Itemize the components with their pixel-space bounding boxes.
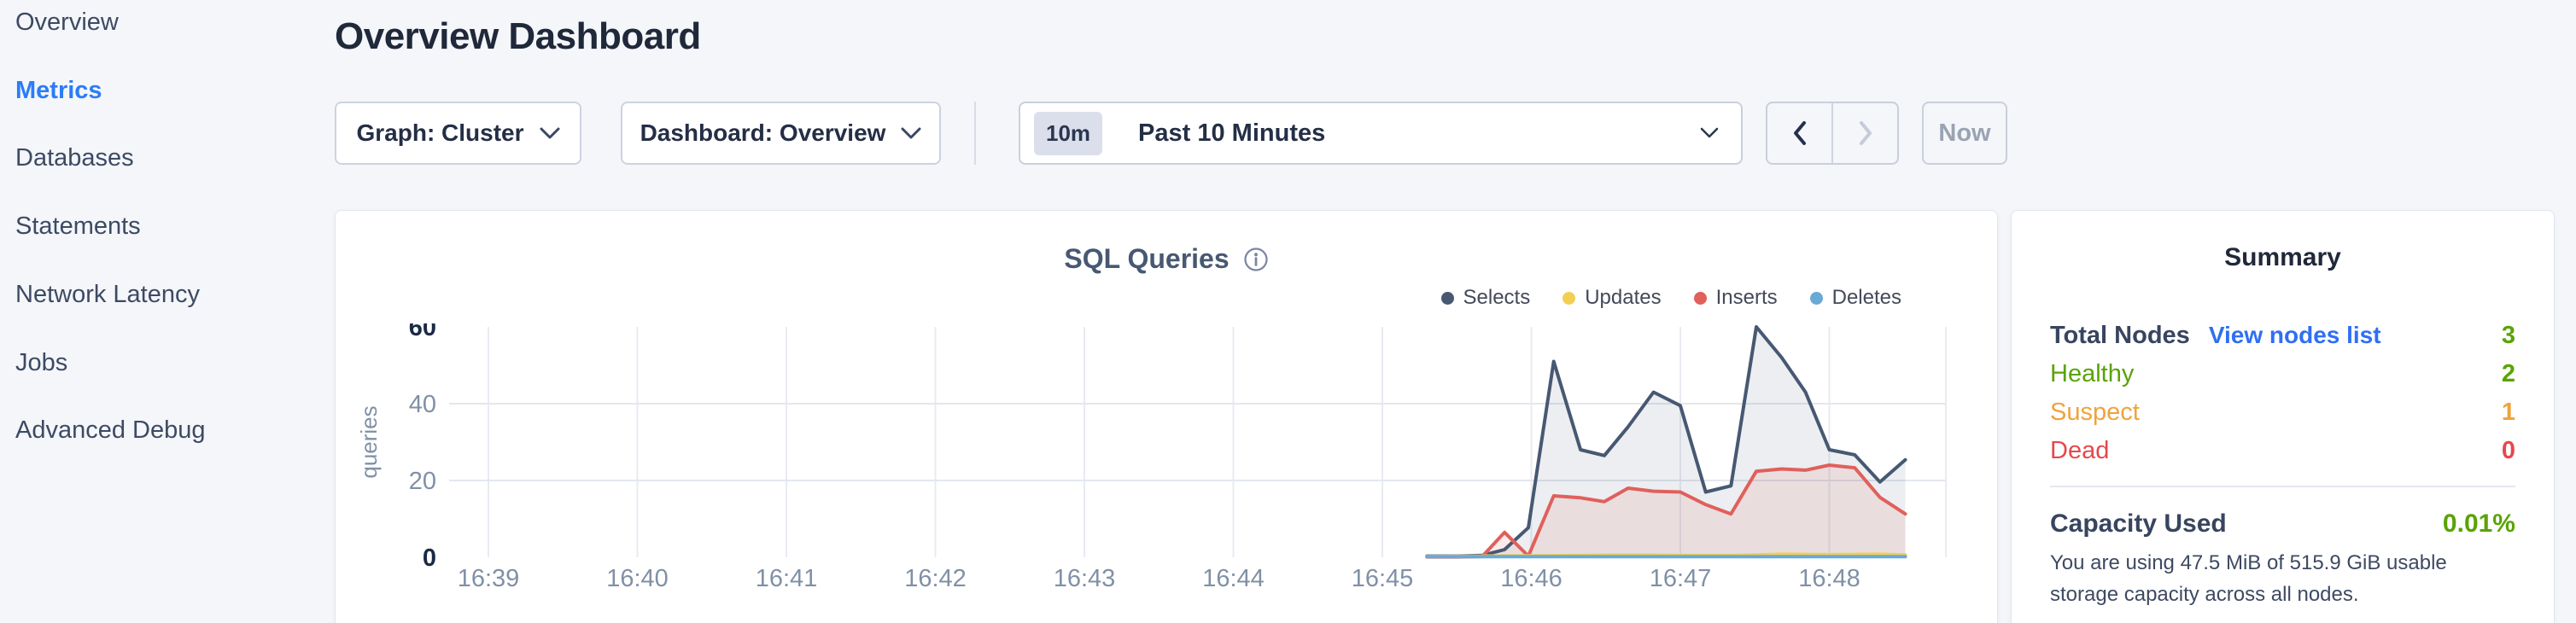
- total-nodes-value: 3: [2501, 322, 2515, 349]
- sidebar-item-jobs[interactable]: Jobs: [15, 348, 68, 376]
- time-range-label: Past 10 Minutes: [1138, 119, 1326, 147]
- now-button-label: Now: [1938, 119, 1991, 147]
- legend-item-deletes[interactable]: Deletes: [1809, 286, 1901, 310]
- toolbar-divider: [974, 102, 976, 165]
- chart-title: SQL Queries: [1064, 243, 1230, 274]
- now-button[interactable]: Now: [1922, 102, 2007, 165]
- legend-label: Deletes: [1831, 286, 1901, 309]
- dashboard-dropdown[interactable]: Dashboard: Overview: [621, 102, 941, 165]
- node-row-dead: Dead 0: [2050, 437, 2515, 465]
- sql-queries-card: SQL Queries Selects Updates Inserts Deletes…: [335, 210, 1998, 623]
- sidebar-item-databases[interactable]: Databases: [15, 144, 134, 172]
- sidebar-item-statements[interactable]: Statements: [15, 213, 141, 241]
- chevron-right-icon: [1859, 121, 1872, 145]
- node-row-label: Dead: [2050, 437, 2110, 464]
- capacity-used-label: Capacity Used: [2050, 509, 2227, 538]
- x-axis-tick-label: 16:48: [1798, 565, 1860, 592]
- legend-item-inserts[interactable]: Inserts: [1693, 286, 1778, 310]
- x-axis-tick-label: 16:40: [606, 565, 669, 592]
- page-title: Overview Dashboard: [335, 15, 701, 57]
- x-axis-tick-label: 16:43: [1054, 565, 1116, 592]
- legend-item-updates[interactable]: Updates: [1563, 286, 1662, 310]
- legend-label: Inserts: [1715, 286, 1778, 309]
- summary-title: Summary: [2224, 243, 2341, 271]
- sidebar-item-network-latency[interactable]: Network Latency: [15, 280, 200, 308]
- node-status-rows: Healthy 2 Suspect 1 Dead 0: [2050, 360, 2515, 465]
- y-axis-tick-label: 20: [409, 468, 436, 495]
- x-axis-tick-label: 16:45: [1352, 565, 1414, 592]
- dashboard-dropdown-label: Dashboard: Overview: [640, 119, 886, 146]
- x-axis-tick-label: 16:39: [458, 565, 520, 592]
- summary-panel: Summary Total Nodes View nodes list 3 He…: [2011, 210, 2555, 623]
- prev-time-button[interactable]: [1767, 103, 1833, 163]
- series-area-inserts: [1427, 465, 1906, 557]
- legend-dot-icon: [1809, 291, 1823, 305]
- info-icon[interactable]: [1243, 247, 1269, 272]
- x-axis-tick-label: 16:42: [904, 565, 967, 592]
- series-line-inserts: [1425, 463, 1907, 559]
- sidebar-nav: Overview Metrics Databases Statements Networ…: [0, 0, 333, 623]
- chevron-down-icon: [540, 127, 560, 138]
- capacity-used-value: 0.01%: [2442, 509, 2515, 538]
- total-nodes-label: Total Nodes: [2050, 322, 2190, 349]
- time-range-badge: 10m: [1034, 111, 1103, 155]
- chevron-down-icon: [1700, 127, 1719, 139]
- sidebar-item-overview[interactable]: Overview: [15, 9, 119, 36]
- series-line-selects: [1425, 325, 1907, 558]
- x-axis-tick-label: 16:47: [1650, 565, 1712, 592]
- x-axis-tick-label: 16:46: [1500, 565, 1563, 592]
- node-row-value: 2: [2501, 360, 2515, 387]
- y-axis-tick-label: 40: [409, 391, 436, 418]
- y-axis-title: queries: [356, 405, 382, 478]
- sql-queries-chart: 0 20 40 60 16:39 16:40 16:41 16:42 16:43 16:44 16:…: [356, 323, 1947, 592]
- sidebar-item-advanced-debug[interactable]: Advanced Debug: [15, 416, 206, 445]
- node-row-suspect: Suspect 1: [2050, 399, 2515, 427]
- series-area-selects: [1427, 327, 1906, 557]
- graph-dropdown[interactable]: Graph: Cluster: [335, 102, 581, 165]
- x-axis-tick-label: 16:41: [756, 565, 818, 592]
- capacity-description: You are using 47.5 MiB of 515.9 GiB usab…: [2050, 551, 2447, 606]
- toolbar: Graph: Cluster Dashboard: Overview 10m P…: [335, 102, 2007, 165]
- y-axis-tick-label: 0: [423, 544, 436, 572]
- chevron-down-icon: [901, 127, 921, 138]
- x-axis-tick-label: 16:44: [1202, 565, 1265, 592]
- time-pager: [1766, 102, 1899, 165]
- legend-dot-icon: [1563, 291, 1576, 305]
- chevron-left-icon: [1793, 121, 1806, 145]
- view-nodes-list-link[interactable]: View nodes list: [2208, 322, 2381, 348]
- node-row-healthy: Healthy 2: [2050, 360, 2515, 388]
- chart-title-row: SQL Queries: [336, 243, 1997, 275]
- node-row-value: 0: [2501, 437, 2515, 464]
- next-time-button[interactable]: [1833, 103, 1897, 163]
- sidebar-item-metrics[interactable]: Metrics: [15, 76, 102, 104]
- legend-label: Updates: [1585, 286, 1662, 309]
- time-range-picker[interactable]: 10m Past 10 Minutes: [1019, 102, 1743, 165]
- node-row-label: Suspect: [2050, 399, 2140, 426]
- total-nodes-row: Total Nodes View nodes list 3: [2050, 322, 2515, 350]
- legend-item-selects[interactable]: Selects: [1440, 286, 1531, 310]
- node-row-label: Healthy: [2050, 360, 2135, 387]
- capacity-row: Capacity Used 0.01%: [2050, 509, 2515, 539]
- legend-dot-icon: [1693, 291, 1707, 305]
- legend-label: Selects: [1463, 286, 1531, 309]
- chart-legend: Selects Updates Inserts Deletes: [1440, 286, 1901, 310]
- legend-dot-icon: [1440, 291, 1454, 305]
- summary-divider: [2050, 486, 2515, 487]
- y-axis-tick-label: 60: [409, 323, 436, 341]
- graph-dropdown-label: Graph: Cluster: [356, 119, 524, 146]
- node-row-value: 1: [2501, 399, 2515, 426]
